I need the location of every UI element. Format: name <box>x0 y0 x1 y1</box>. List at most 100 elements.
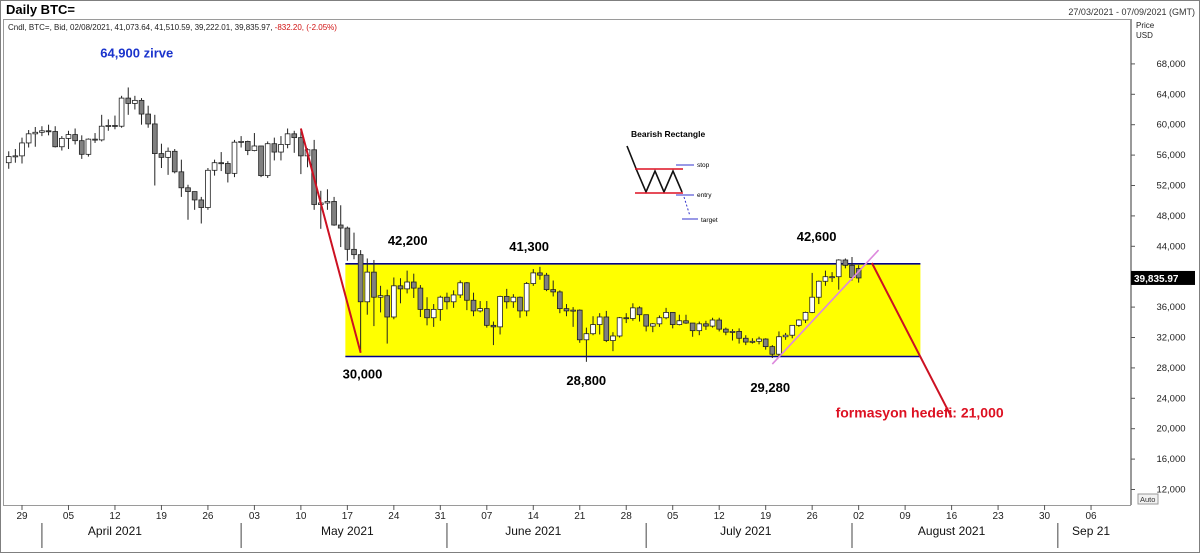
x-tick-label: 05 <box>667 511 679 522</box>
candle <box>32 126 39 147</box>
candle <box>510 294 517 308</box>
y-tick-label: 12,000 <box>1156 485 1185 496</box>
candle-body <box>729 331 736 333</box>
candle-body <box>623 317 630 320</box>
candle-body <box>178 171 185 189</box>
candle <box>543 272 550 292</box>
candle-body <box>696 323 703 332</box>
candle <box>218 152 225 172</box>
candle <box>477 301 483 313</box>
candle-body <box>796 319 802 326</box>
candle <box>736 328 742 344</box>
candle-body <box>112 125 118 127</box>
candle <box>616 316 623 338</box>
candle <box>278 136 284 161</box>
auto-scale-button[interactable] <box>1137 493 1159 505</box>
candle-body <box>603 316 610 341</box>
candle <box>523 282 530 317</box>
candle-body <box>503 296 510 303</box>
candle-body <box>331 201 337 226</box>
candle <box>776 331 782 357</box>
candle <box>557 290 563 314</box>
candle <box>191 191 198 210</box>
y-tick-label: 20,000 <box>1156 424 1185 435</box>
y-tick-label: 32,000 <box>1156 333 1185 344</box>
candle <box>98 114 105 142</box>
candle <box>537 266 543 280</box>
inset-zigzag <box>626 145 683 195</box>
candle-body <box>271 143 278 153</box>
candle <box>716 317 722 332</box>
rising-support-line <box>771 249 880 365</box>
candle-body <box>816 280 822 298</box>
candle-body <box>85 138 92 155</box>
candle-body <box>284 133 291 145</box>
candle-body <box>158 153 165 158</box>
candle <box>802 311 809 324</box>
candle-body <box>118 97 125 127</box>
candle-body <box>430 308 437 319</box>
month-label: April 2021 <box>88 524 142 538</box>
candle-body <box>145 113 151 125</box>
target-annotation: formasyon hedefi: 21,000 <box>836 404 1004 420</box>
y-tick-label: 52,000 <box>1156 181 1185 192</box>
candle <box>264 141 271 178</box>
candle-body <box>616 317 623 337</box>
month-label: June 2021 <box>505 524 561 538</box>
y-tick-label: 28,000 <box>1156 363 1185 374</box>
candle-body <box>510 296 517 303</box>
candle-body <box>590 324 596 335</box>
candle-body <box>65 134 72 139</box>
candle <box>835 259 842 290</box>
ohlc-info: Cndl, BTC=, Bid, 02/08/2021, 41,073.64, … <box>8 23 337 32</box>
candle-body <box>782 334 789 338</box>
candle <box>796 319 802 327</box>
candle-body <box>537 272 543 276</box>
candle <box>105 119 112 131</box>
candle-body <box>477 308 483 312</box>
candle-body <box>291 133 298 139</box>
x-tick-label: 23 <box>993 511 1005 522</box>
candle-body <box>742 337 749 343</box>
candle-body <box>663 312 669 319</box>
candle <box>112 115 118 130</box>
candle <box>231 139 238 178</box>
ohlc-change: -832.20, (-2.05%) <box>275 23 338 32</box>
candle <box>357 250 364 353</box>
candle-body <box>835 259 842 278</box>
candle-body <box>132 99 138 104</box>
y-tick-label: 44,000 <box>1156 241 1185 252</box>
inset-stop-label: stop <box>697 162 710 169</box>
candle <box>377 285 384 313</box>
candle-body <box>676 320 683 325</box>
x-tick-label: 02 <box>853 511 865 522</box>
resistance-label-3: 42,600 <box>797 229 837 244</box>
candle <box>603 310 610 343</box>
candle <box>59 136 65 151</box>
candle-body <box>570 309 576 312</box>
candle-body <box>437 296 444 310</box>
candle <box>78 135 85 159</box>
candle <box>723 327 729 336</box>
x-tick-label: 21 <box>574 511 586 522</box>
y-tick-label: 16,000 <box>1156 454 1185 465</box>
candle <box>756 336 762 345</box>
x-tick-label: 17 <box>342 511 354 522</box>
candle <box>596 313 603 335</box>
peak-annotation: 64,900 zirve <box>100 45 173 60</box>
x-tick-label: 05 <box>63 511 75 522</box>
candle-body <box>258 145 264 177</box>
candle-body <box>583 333 590 341</box>
candle-body <box>39 130 45 133</box>
candle-body <box>198 199 205 208</box>
candle <box>132 95 138 110</box>
candle-body <box>278 144 284 153</box>
candle <box>669 312 676 329</box>
candle <box>809 272 815 314</box>
candle <box>497 295 503 335</box>
y-tick-label: 48,000 <box>1156 211 1185 222</box>
candle-body <box>517 296 523 312</box>
candle <box>410 273 417 298</box>
candle-body <box>424 308 430 319</box>
